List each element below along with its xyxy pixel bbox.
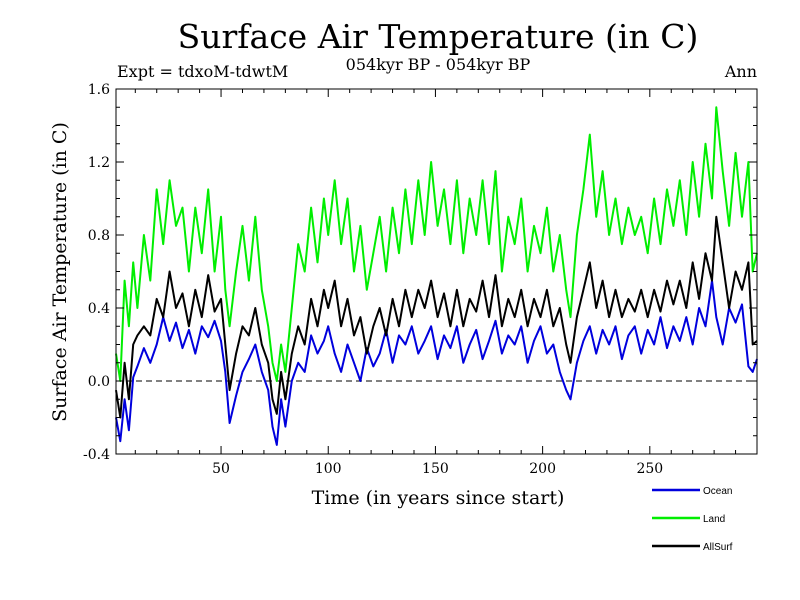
experiment-label: Expt = tdxoM-tdwtM [117, 62, 288, 81]
season-label: Ann [724, 62, 757, 81]
y-axis-label: Surface Air Temperature (in C) [49, 122, 71, 422]
series-line-allsurf [115, 215, 758, 419]
series-line-ocean [115, 279, 758, 446]
x-axis-label: Time (in years since start) [312, 487, 565, 509]
legend-label-land: Land [703, 514, 725, 525]
legend-label-ocean: Ocean [703, 486, 732, 497]
legend: Ocean Land AllSurf [652, 486, 733, 553]
y-tick-label: 0.8 [88, 228, 110, 244]
legend-label-allsurf: AllSurf [703, 542, 733, 553]
plot-area: -0.4 0.0 0.4 0.8 1.2 1.6 50 100 150 200 250 [83, 82, 758, 477]
y-tick-label: 1.2 [88, 155, 110, 171]
series-line-land [115, 106, 758, 382]
x-tick-label: 250 [636, 461, 663, 477]
y-tick-label: 1.6 [88, 82, 110, 98]
x-tick-label: 50 [212, 461, 230, 477]
x-tick-label: 200 [529, 461, 556, 477]
y-tick-label: 0.4 [88, 301, 110, 317]
y-tick-label: -0.4 [83, 447, 110, 463]
chart-subtitle: 054kyr BP - 054kyr BP [346, 55, 531, 74]
chart-title: Surface Air Temperature (in C) [178, 17, 699, 56]
plot-frame [115, 88, 758, 455]
y-tick-label: 0.0 [88, 374, 110, 390]
x-tick-label: 100 [315, 461, 342, 477]
x-tick-label: 150 [422, 461, 449, 477]
